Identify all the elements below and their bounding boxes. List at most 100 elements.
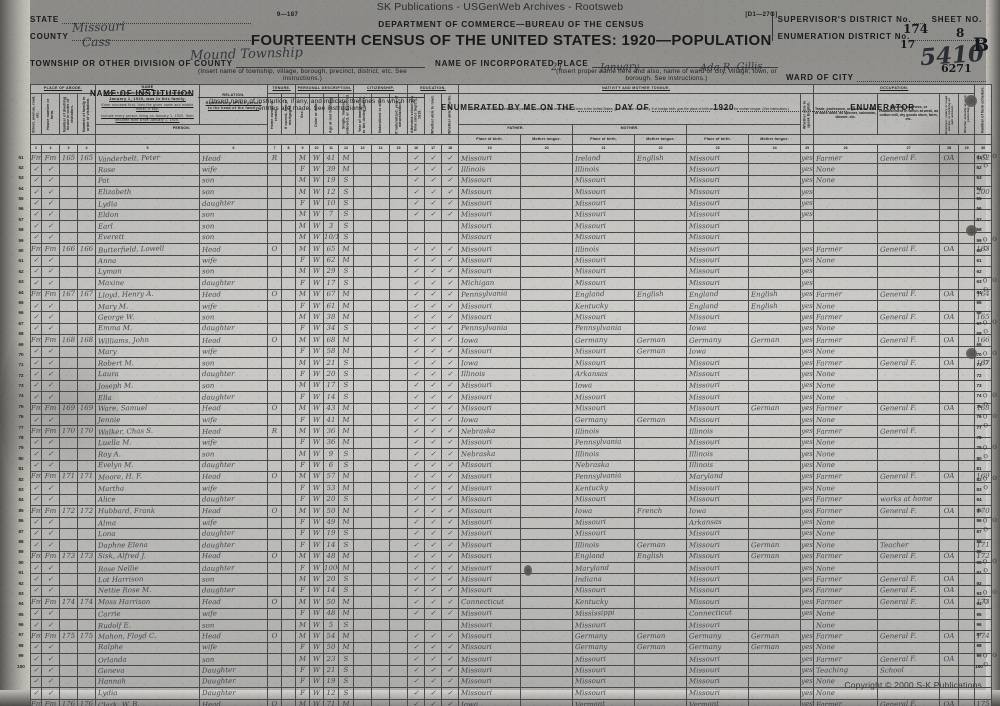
- cell-natur: [371, 562, 391, 575]
- cell-occupation: None: [813, 391, 879, 404]
- cell-family: [76, 618, 97, 632]
- cell-age: 20: [323, 493, 340, 507]
- table-row[interactable]: ✓ ✓ Carrie wife F W 48 M ✓ ✓ ✓ Missouri Mississippi C…: [30, 607, 993, 621]
- table-row[interactable]: Fm Fm 174 174 Moss Harrison Head O M W 50 M ✓ ✓ ✓ Conn…: [30, 596, 993, 609]
- table-row[interactable]: ✓ ✓ Laura daughter F W 20 S ✓ ✓ ✓ Illinois Arkansas M…: [30, 368, 993, 381]
- table-row[interactable]: ✓ ✓ Lona daughter F W 19 S ✓ ✓ ✓ Missouri Missouri Mi…: [30, 527, 993, 541]
- name-blurb-2: Enter surname first, then the given name…: [101, 103, 194, 112]
- cell-dwelling: 170: [59, 425, 78, 438]
- cell-naturyr: [389, 482, 409, 495]
- table-row[interactable]: ✓ ✓ Luella M. wife F W 36 M ✓ ✓ ✓ Missouri Pennsylva…: [30, 436, 993, 450]
- cell-sex: M: [295, 573, 311, 586]
- cell-class: OA: [939, 243, 960, 256]
- column-number-21: 21: [572, 144, 636, 153]
- cell-marital: M: [338, 516, 355, 529]
- cell-relation: wife: [199, 482, 269, 495]
- cell-street: ✓: [30, 345, 42, 359]
- cell-family: 170: [76, 425, 97, 438]
- cell-birth_father_tongue: [634, 596, 688, 609]
- cell-street: ✓: [30, 459, 42, 472]
- cell-street: Fm: [30, 698, 42, 706]
- cell-birth_mother_tongue: English: [748, 288, 802, 302]
- cell-natur: [371, 550, 391, 564]
- cell-relation: son: [199, 573, 269, 586]
- cell-english: yes: [800, 516, 815, 529]
- table-row[interactable]: Fm Fm 165 165 Vanderbelt, Peter Head R M W 41 M ✓ ✓ ✓…: [30, 151, 993, 165]
- table-row[interactable]: Fm Fm 169 169 Ware, Samuel Head O M W 43 M ✓ ✓ ✓ Misso…: [30, 402, 993, 416]
- table-row[interactable]: ✓ ✓ Nettie Rose M. daughter F W 14 S ✓ ✓ ✓ Missouri…: [30, 584, 993, 598]
- column-number-20: 20: [520, 144, 574, 153]
- table-row[interactable]: ✓ ✓ Ella daughter F W 14 S ✓ ✓ ✓ Missouri Missouri Mi…: [30, 391, 993, 404]
- cell-birth_person_tongue: [520, 322, 574, 336]
- cell-name: Martha: [95, 482, 201, 495]
- table-row[interactable]: ✓ ✓ Hannah Daughter F W 19 S ✓ ✓ ✓ Missouri Missouri…: [30, 675, 993, 689]
- table-row[interactable]: ✓ ✓ Rose Nellie daughter F W 1000 M ✓ ✓ ✓ Missouri M…: [30, 562, 993, 575]
- table-row[interactable]: ✓ ✓ Alice daughter F W 20 S ✓ ✓ ✓ Missouri Missouri M…: [30, 493, 993, 507]
- table-row[interactable]: Fm Fm 175 175 Mahon, Floyd C. Head O M W 54 M ✓ ✓ ✓ Mi…: [30, 630, 993, 643]
- table-row[interactable]: Fm Fm 170 170 Walker, Chas S. Head R M W 36 M ✓ ✓ ✓ Ne…: [30, 425, 993, 438]
- cell-school: ✓: [407, 448, 426, 461]
- cell-birth_mother: Missouri: [686, 482, 750, 495]
- table-row[interactable]: ✓ ✓ Rose wife F W 39 M ✓ ✓ ✓ Illinois Illinois Missou…: [30, 163, 993, 176]
- cell-dwelling: 175: [59, 630, 78, 643]
- table-row[interactable]: ✓ ✓ Evelyn M. daughter F W 6 S ✓ ✓ ✓ Missouri Nebras…: [30, 459, 993, 472]
- table-row[interactable]: ✓ ✓ Eldon son M W 7 S ✓ ✓ ✓ Missouri Missouri Missour…: [30, 208, 993, 222]
- enumerator-name-rule: [737, 102, 848, 112]
- table-row[interactable]: ✓ ✓ Mary M. wife F W 61 M ✓ ✓ ✓ Missouri Kentucky Eng…: [30, 300, 993, 313]
- table-row[interactable]: ✓ ✓ Robert M. son M W 21 S ✓ ✓ ✓ Iowa Missouri Missou…: [30, 357, 993, 370]
- cell-age: 6: [323, 459, 340, 472]
- cell-tenure: [267, 664, 283, 677]
- table-row[interactable]: ✓ ✓ Martha wife F W 53 M ✓ ✓ ✓ Missouri Kentucky Miss…: [30, 482, 993, 495]
- cell-birth_father: Illinois: [572, 539, 636, 552]
- cell-name: Lydia: [95, 197, 201, 210]
- cell-family: [76, 220, 97, 233]
- table-row[interactable]: ✓ ✓ Alma wife F W 49 M ✓ ✓ ✓ Missouri Missouri Arkans…: [30, 516, 993, 529]
- table-row[interactable]: ✓ ✓ Lydia Daughter F W 12 S ✓ ✓ ✓ Missouri Missouri M…: [30, 687, 993, 700]
- cell-atwork: [958, 641, 976, 655]
- table-row[interactable]: ✓ ✓ Mary wife F W 58 M ✓ ✓ ✓ Missouri Missouri German…: [30, 345, 993, 359]
- table-row[interactable]: Fm Fm 168 168 Williams, John Head O M W 68 M ✓ ✓ ✓ Iow…: [30, 334, 993, 347]
- cell-english: yes: [800, 151, 815, 165]
- table-row[interactable]: ✓ ✓ Elizabeth son M W 12 S ✓ ✓ ✓ Missouri Missouri Mi…: [30, 186, 993, 199]
- table-row[interactable]: ✓ ✓ Anna wife F W 62 M ✓ ✓ ✓ Missouri Missouri Missou…: [30, 254, 993, 267]
- table-row[interactable]: ✓ ✓ Emma M. daughter F W 34 S ✓ ✓ ✓ Pennsylvania Pen…: [30, 322, 993, 336]
- table-row[interactable]: Fm Fm 171 171 Moore, H. F. Head O M W 57 M ✓ ✓ ✓ Misso…: [30, 470, 993, 484]
- table-row[interactable]: ✓ ✓ Everett son M W 10/12 S Missouri Missouri Miss…: [30, 231, 993, 245]
- table-row[interactable]: ✓ ✓ Orlanda son M W 23 S ✓ ✓ ✓ Missouri Missouri Miss…: [30, 653, 993, 666]
- cell-write: [441, 231, 460, 245]
- cell-birth_father: Maryland: [572, 562, 636, 575]
- table-row[interactable]: ✓ ✓ George W. son M W 38 M ✓ ✓ ✓ Missouri Missouri Mi…: [30, 311, 993, 324]
- cell-naturyr: [389, 265, 409, 279]
- table-row[interactable]: Fm Fm 172 172 Hubbard, Frank Head O M W 50 M ✓ ✓ ✓ Mis…: [30, 505, 993, 518]
- table-row[interactable]: Fm Fm 167 167 Lloyd, Henry A. Head O M W 67 M ✓ ✓ ✓ Pe…: [30, 288, 993, 302]
- table-row[interactable]: Fm Fm 166 166 Butterfield, Lowell Head O M W 65 M ✓…: [30, 243, 993, 256]
- table-row[interactable]: ✓ ✓ Roy A. son M W 9 S ✓ ✓ ✓ Nebraska Illinois Illino…: [30, 448, 993, 461]
- table-row[interactable]: ✓ ✓ Lydia daughter F W 10 S ✓ ✓ ✓ Missouri Missouri M…: [30, 197, 993, 210]
- cell-birth_father: Missouri: [572, 675, 636, 689]
- table-row[interactable]: ✓ ✓ Maxine daughter F W 17 S ✓ ✓ ✓ Michigan Missouri…: [30, 277, 993, 290]
- cell-natur: [371, 527, 391, 541]
- cell-house: ✓: [41, 174, 60, 188]
- table-row[interactable]: ✓ ✓ Pat son M W 19 S ✓ ✓ ✓ Missouri Missouri Missouri…: [30, 174, 993, 188]
- table-row[interactable]: Fm Fm 173 173 Sisk, Alfred J. Head O M W 48 M ✓ ✓ ✓ Mi…: [30, 550, 993, 564]
- cell-class: [939, 322, 960, 336]
- table-row[interactable]: ✓ ✓ Joseph M. son M W 17 S ✓ ✓ ✓ Missouri Iowa Missou…: [30, 379, 993, 393]
- cell-naturyr: [389, 402, 409, 416]
- table-row[interactable]: ✓ ✓ Lyman son M W 29 S ✓ ✓ ✓ Missouri Missouri Missou…: [30, 265, 993, 279]
- cell-street: ✓: [30, 562, 42, 575]
- cell-birth_person_tongue: [520, 334, 574, 347]
- cell-age: 67: [323, 288, 340, 302]
- cell-birth_father_tongue: [634, 277, 688, 290]
- cell-sex: F: [295, 607, 311, 621]
- table-row[interactable]: ✓ ✓ Daphne Elena daughter F W 14 S ✓ ✓ ✓ Missouri Il…: [30, 539, 993, 552]
- table-row[interactable]: ✓ ✓ Lot Harrison son M W 20 S ✓ ✓ ✓ Missouri Indiana…: [30, 573, 993, 586]
- cell-birth_person_tongue: [520, 482, 574, 495]
- table-row[interactable]: Fm Fm 176 176 Clark, W. B. Head O M W 71 M ✓ ✓ ✓ Iowa V…: [30, 698, 993, 706]
- table-row[interactable]: ✓ ✓ Geneva Daughter F W 21 S ✓ ✓ ✓ Missouri Missouri…: [30, 664, 993, 677]
- state-rule: [62, 14, 251, 24]
- cell-street: ✓: [30, 163, 42, 176]
- table-row[interactable]: ✓ ✓ Earl son M W 3 S Missouri Missouri Missouri: [30, 220, 993, 233]
- table-row[interactable]: ✓ ✓ Ralphe wife F W 50 M ✓ ✓ ✓ Missouri Germany Germa…: [30, 641, 993, 655]
- table-row[interactable]: ✓ ✓ Jennie wife F W 41 M ✓ ✓ ✓ Iowa Germany German Mis…: [30, 413, 993, 427]
- table-row[interactable]: ✓ ✓ Rudolf E. son M W 5 S Missouri Missouri Missou…: [30, 618, 993, 632]
